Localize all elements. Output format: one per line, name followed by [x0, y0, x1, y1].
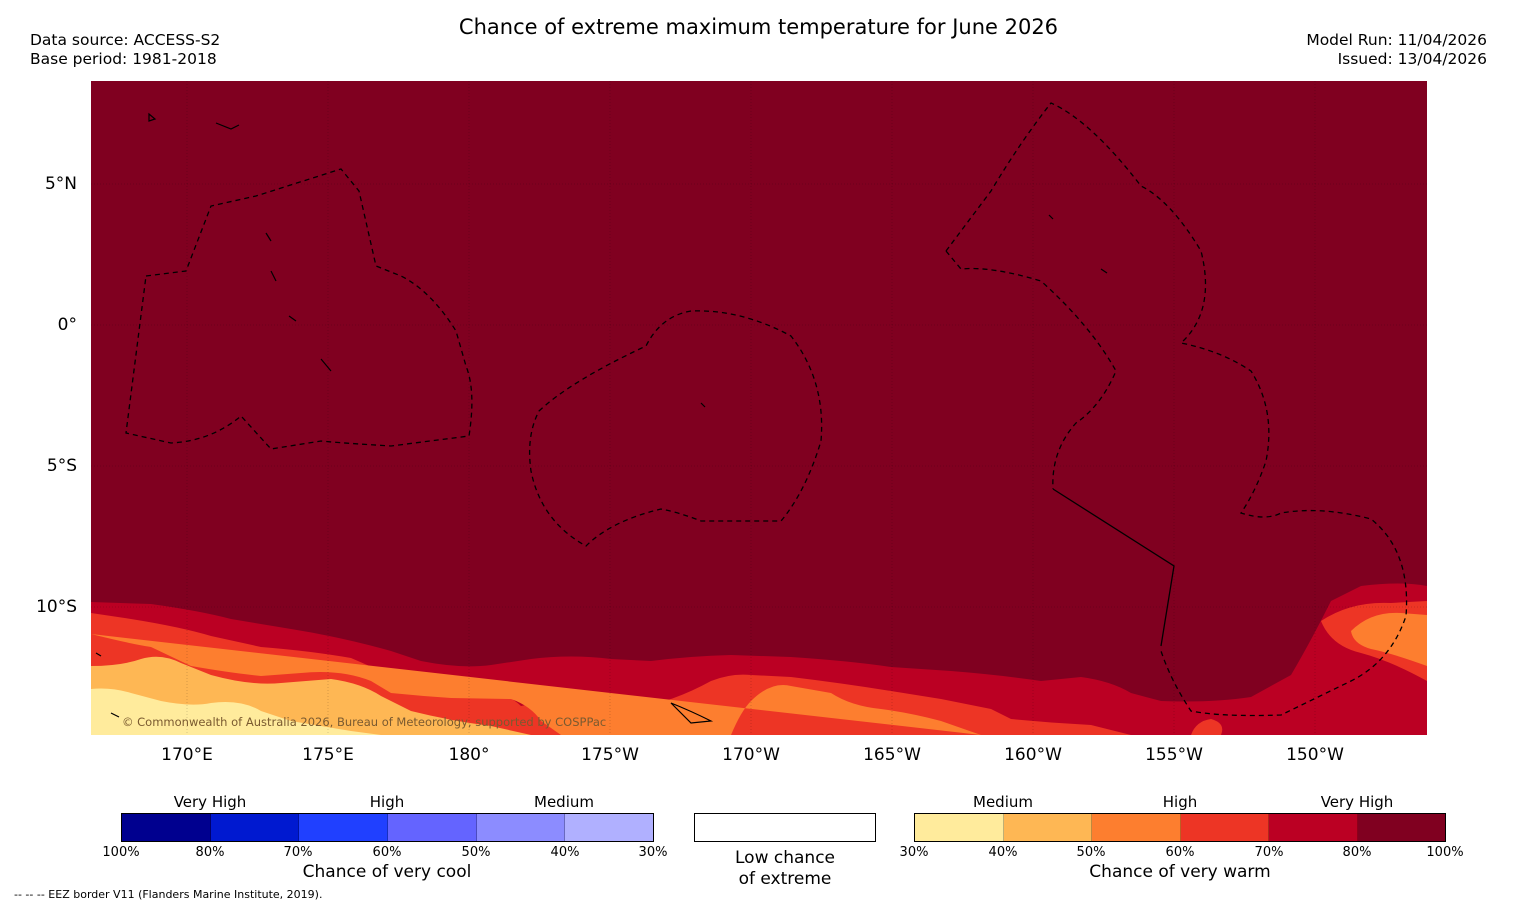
cool-swatch: [122, 814, 211, 841]
metadata-left: Data source: ACCESS-S2 Base period: 1981…: [30, 31, 220, 69]
copyright-note: © Commonwealth of Australia 2026, Bureau…: [122, 715, 607, 729]
eez-footnote: -- -- -- EEZ border V11 (Flanders Marine…: [14, 888, 323, 901]
issued-date: Issued: 13/04/2026: [1337, 50, 1487, 68]
cool-level-high: High: [369, 793, 405, 811]
warm-colorbar: [914, 813, 1446, 842]
warm-caption: Chance of very warm: [1089, 862, 1271, 882]
warm-tick: 70%: [1254, 845, 1284, 860]
low-chance-line1: Low chance: [735, 848, 835, 868]
cool-caption: Chance of very cool: [302, 862, 472, 882]
cool-swatch: [210, 814, 300, 841]
lon-label: 160°W: [1004, 745, 1062, 765]
lon-label: 150°W: [1286, 745, 1344, 765]
low-chance-line2: of extreme: [738, 869, 832, 889]
lon-label: 180°: [448, 745, 490, 765]
lon-label: 165°W: [863, 745, 921, 765]
warm-30-40-band: [91, 688, 381, 735]
warm-tick: 40%: [988, 845, 1018, 860]
warm-swatch: [915, 814, 1004, 841]
warm-tick: 50%: [1076, 845, 1106, 860]
model-run: Model Run: 11/04/2026: [1306, 31, 1487, 49]
warm-level-high: High: [1162, 793, 1198, 811]
warm-level-medium: Medium: [973, 793, 1033, 811]
eez-line-islands-west: [945, 250, 1117, 490]
lat-label: 10°S: [36, 597, 77, 617]
warm-swatch: [1092, 814, 1181, 841]
forecast-map[interactable]: © Commonwealth of Australia 2026, Bureau…: [91, 81, 1427, 735]
lon-label: 170°E: [161, 745, 213, 765]
cool-tick: 100%: [102, 845, 140, 860]
warm-swatch: [1003, 814, 1092, 841]
cool-tick: 40%: [550, 845, 580, 860]
warm-swatch: [1180, 814, 1269, 841]
cool-level-very-high: Very High: [173, 793, 247, 811]
eez-line-islands: [945, 102, 1408, 717]
warm-50-60-patch-small: [1351, 612, 1427, 666]
eez-borders: [125, 102, 1408, 717]
lon-label: 170°W: [722, 745, 780, 765]
cool-swatch: [476, 814, 566, 841]
cool-tick: 50%: [461, 845, 491, 860]
maritime-boundary-solid: [1052, 488, 1175, 647]
warm-swatch: [1357, 814, 1445, 841]
warm-swatch: [1269, 814, 1358, 841]
very-high-warm-region: [91, 81, 1427, 735]
lon-label: 175°W: [581, 745, 639, 765]
cool-tick: 80%: [195, 845, 225, 860]
warm-tick: 100%: [1426, 845, 1464, 860]
lat-label: 5°N: [44, 174, 77, 194]
lat-label: 5°S: [46, 456, 77, 476]
warm-tick: 80%: [1342, 845, 1372, 860]
data-source: Data source: ACCESS-S2: [30, 31, 221, 49]
lon-label: 155°W: [1145, 745, 1203, 765]
cool-tick: 60%: [372, 845, 402, 860]
warm-tick: 30%: [899, 845, 929, 860]
low-chance-label: Low chance of extreme: [735, 848, 835, 890]
metadata-right: Model Run: 11/04/2026 Issued: 13/04/2026: [1306, 31, 1487, 69]
map-title: Chance of extreme maximum temperature fo…: [458, 15, 1059, 39]
warm-50-60-band: [91, 634, 981, 735]
map-svg: [91, 81, 1427, 735]
low-chance-swatch: [694, 813, 876, 842]
warm-level-very-high: Very High: [1320, 793, 1394, 811]
base-period: Base period: 1981-2018: [30, 50, 217, 68]
cool-colorbar: [121, 813, 654, 842]
warm-tick: 60%: [1165, 845, 1195, 860]
eez-kiribati-gilbert: [125, 168, 473, 450]
cool-swatch: [565, 814, 654, 841]
graticule: [91, 81, 1427, 735]
cool-swatch: [388, 814, 477, 841]
cool-swatch: [299, 814, 389, 841]
warm-60-70-patch-south: [1191, 719, 1223, 735]
islands: [95, 112, 1108, 724]
cool-level-medium: Medium: [534, 793, 594, 811]
lon-label: 175°E: [302, 745, 354, 765]
eez-central-pacific: [528, 310, 823, 547]
cool-tick: 30%: [638, 845, 668, 860]
cool-tick: 70%: [283, 845, 313, 860]
lat-label: 0°: [57, 315, 77, 335]
